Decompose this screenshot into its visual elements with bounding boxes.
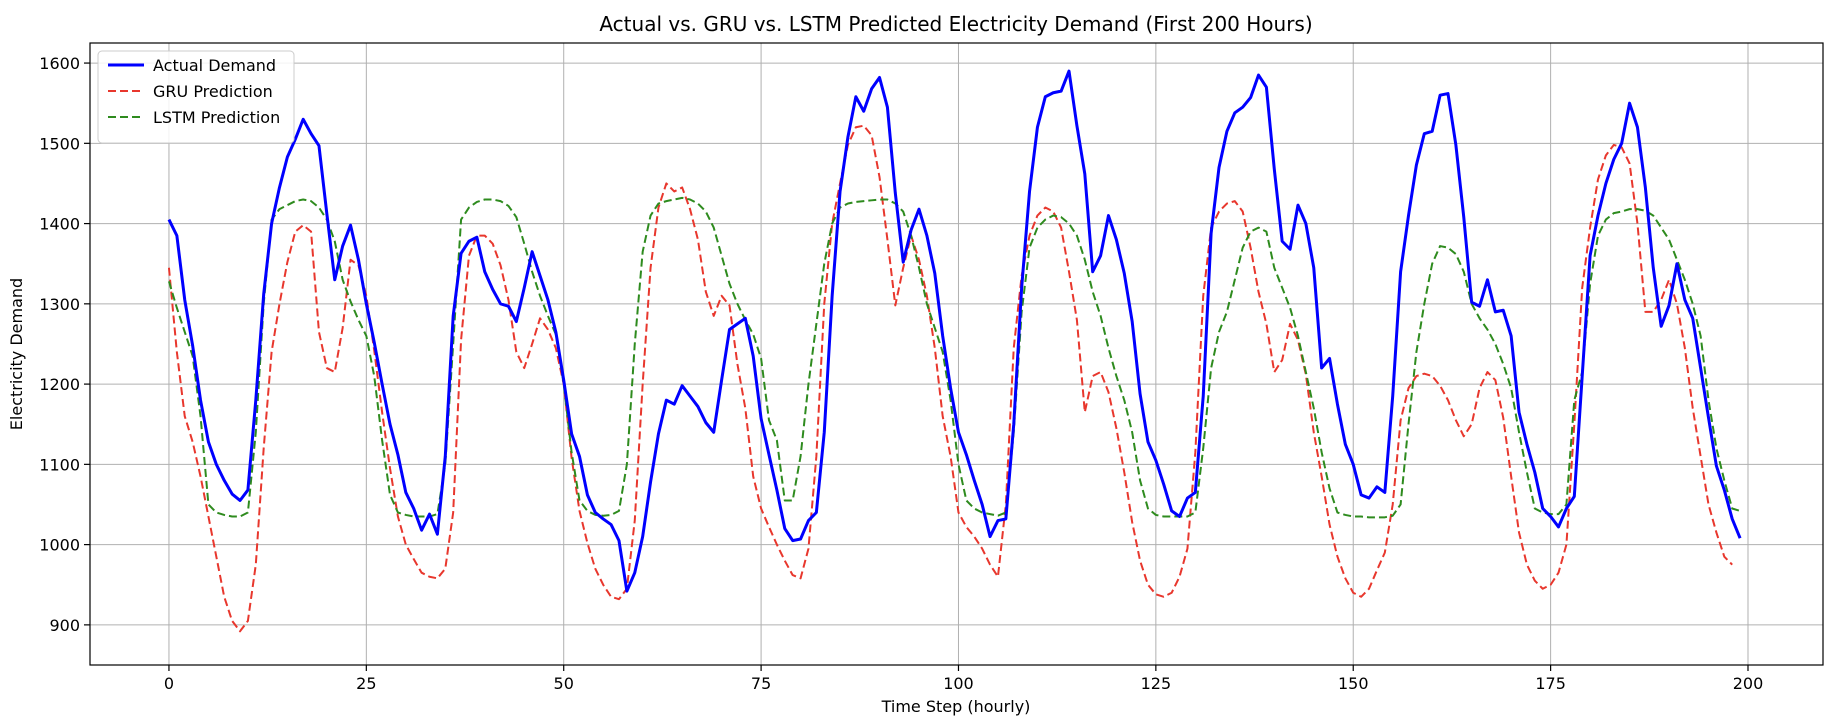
y-tick-label: 1500 xyxy=(39,134,80,153)
grid xyxy=(90,43,1823,665)
x-tick-label: 150 xyxy=(1338,674,1369,693)
x-tick-label: 200 xyxy=(1733,674,1764,693)
y-tick-label: 900 xyxy=(49,616,80,635)
x-tick-label: 100 xyxy=(943,674,974,693)
plot-frame xyxy=(89,42,1824,666)
x-tick-label: 75 xyxy=(751,674,771,693)
legend-label: LSTM Prediction xyxy=(153,108,280,127)
y-tick-label: 1200 xyxy=(39,375,80,394)
legend-label: GRU Prediction xyxy=(153,82,273,101)
y-tick-label: 1400 xyxy=(39,215,80,234)
legend-label: Actual Demand xyxy=(153,56,276,75)
series-line-actual-demand xyxy=(167,69,1742,593)
series-line-gru-prediction xyxy=(167,124,1733,633)
y-tick-label: 1000 xyxy=(39,536,80,555)
y-tick-label: 1600 xyxy=(39,54,80,73)
x-axis-ticks: 0 25 50 75 100 125 150 175 200 xyxy=(164,665,1763,693)
x-tick-label: 50 xyxy=(554,674,574,693)
x-tick-label: 175 xyxy=(1535,674,1566,693)
legend-box xyxy=(97,50,295,144)
x-tick-label: 125 xyxy=(1141,674,1172,693)
y-tick-label: 1100 xyxy=(39,455,80,474)
chart-title: Actual vs. GRU vs. LSTM Predicted Electr… xyxy=(599,12,1312,36)
y-axis-label: Electricity Demand xyxy=(7,278,26,430)
series-layer xyxy=(167,69,1742,633)
x-tick-label: 0 xyxy=(164,674,174,693)
legend: Actual Demand GRU Prediction LSTM Predicti… xyxy=(97,50,295,144)
y-tick-label: 1300 xyxy=(39,295,80,314)
series-line-lstm-prediction xyxy=(167,196,1741,519)
x-axis-label: Time Step (hourly) xyxy=(881,697,1031,716)
x-tick-label: 25 xyxy=(356,674,376,693)
y-axis-ticks: 900 1000 1100 1200 1300 1400 1500 1600 xyxy=(39,54,90,635)
